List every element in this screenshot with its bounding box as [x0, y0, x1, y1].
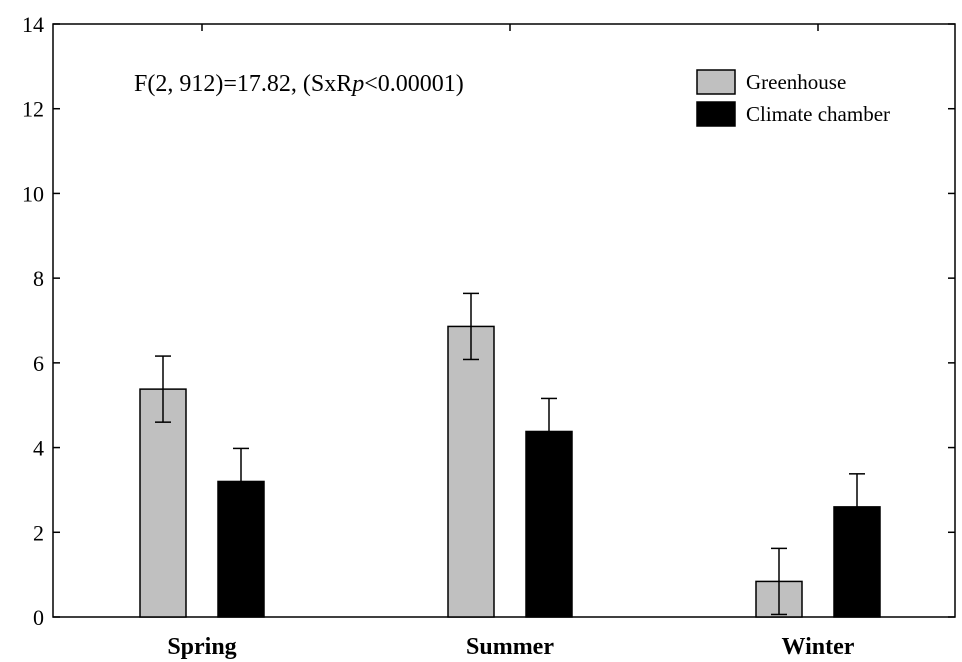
y-tick-label: 10 — [22, 181, 44, 206]
legend-label: Greenhouse — [746, 70, 846, 94]
x-category-label: Summer — [466, 634, 554, 660]
y-tick-label: 4 — [33, 436, 44, 461]
axes — [52, 23, 956, 618]
y-tick-label: 2 — [33, 520, 44, 545]
plot-frame — [52, 23, 956, 618]
error-bars — [155, 292, 865, 616]
y-tick-label: 14 — [22, 12, 44, 37]
annotation-suffix: <0.00001) — [364, 71, 464, 97]
x-category-label: Winter — [782, 634, 855, 660]
bar-greenhouse-spring — [139, 388, 187, 618]
bar-climate-chamber-spring — [217, 480, 265, 618]
y-tick-label: 8 — [33, 266, 44, 291]
y-tick-label: 6 — [33, 351, 44, 376]
y-tick-label: 0 — [33, 605, 44, 630]
y-tick-label: 12 — [22, 97, 44, 122]
x-category-label: Spring — [167, 634, 236, 660]
axis-labels: 0 2 4 6 8 10 12 14 Spring Summer Winter — [22, 12, 855, 660]
legend-swatch — [696, 101, 736, 127]
legend-label: Climate chamber — [746, 102, 890, 126]
annotation-italic: p — [350, 71, 364, 97]
bar-greenhouse-summer — [447, 325, 495, 618]
annotation-prefix: F(2, 912)=17.82, (SxR — [134, 71, 352, 97]
legend: Greenhouse Climate chamber — [696, 69, 890, 127]
legend-swatch — [696, 69, 736, 95]
bars — [139, 325, 881, 618]
statistic-annotation: F(2, 912)=17.82, (SxRp<0.00001) — [134, 71, 464, 97]
